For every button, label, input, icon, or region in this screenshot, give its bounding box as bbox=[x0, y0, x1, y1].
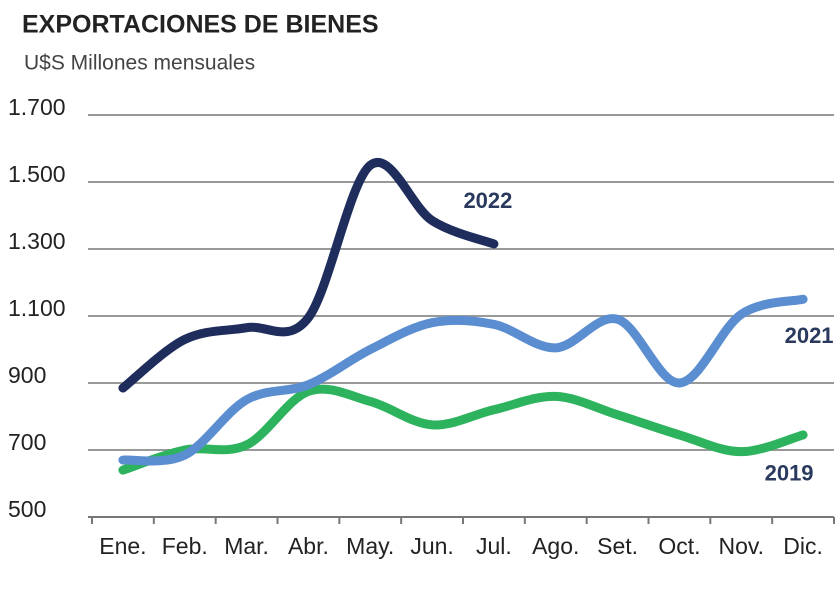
x-tick-label: Ene. bbox=[99, 533, 146, 559]
series-line bbox=[118, 384, 808, 475]
series-line bbox=[118, 158, 499, 393]
x-tick-label: Dic. bbox=[783, 533, 823, 559]
x-tick-label: Jun. bbox=[410, 533, 453, 559]
series-line bbox=[118, 294, 808, 466]
x-tick-label: Oct. bbox=[658, 533, 700, 559]
x-tick-label: May. bbox=[346, 533, 394, 559]
x-tick-label: Set. bbox=[597, 533, 638, 559]
series-label: 2019 bbox=[765, 461, 814, 486]
y-tick-label: 1.500 bbox=[8, 161, 66, 187]
y-tick-label: 900 bbox=[8, 362, 46, 388]
y-tick-label: 700 bbox=[8, 429, 46, 455]
series-label: 2021 bbox=[785, 323, 834, 348]
x-tick-label: Mar. bbox=[224, 533, 269, 559]
x-tick-label: Jul. bbox=[476, 533, 512, 559]
series-label: 2022 bbox=[463, 188, 512, 213]
y-tick-label: 1.700 bbox=[8, 94, 66, 120]
chart-subtitle: U$S Millones mensuales bbox=[24, 52, 255, 75]
y-tick-label: 500 bbox=[8, 496, 46, 522]
y-tick-label: 1.100 bbox=[8, 295, 66, 321]
chart-title: EXPORTACIONES DE BIENES bbox=[22, 11, 379, 39]
x-tick-label: Abr. bbox=[288, 533, 329, 559]
x-tick-label: Nov. bbox=[718, 533, 764, 559]
x-tick-label: Ago. bbox=[532, 533, 579, 559]
y-tick-label: 1.300 bbox=[8, 228, 66, 254]
x-tick-label: Feb. bbox=[162, 533, 208, 559]
